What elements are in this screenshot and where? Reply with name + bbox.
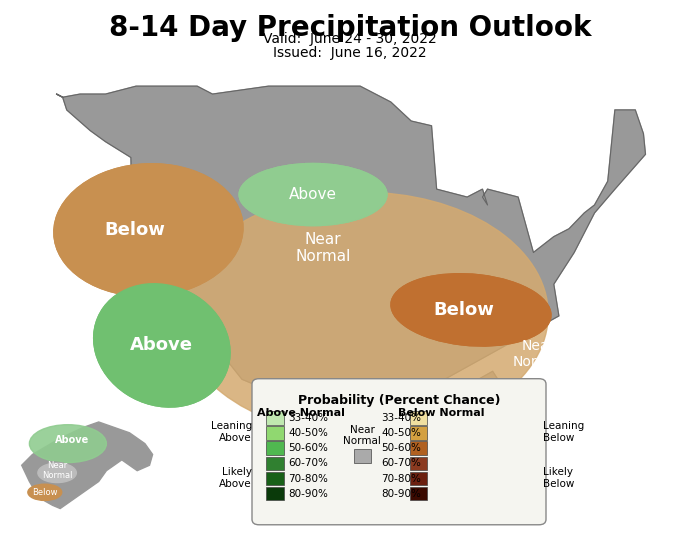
Text: Valid:  June 24 - 30, 2022: Valid: June 24 - 30, 2022 [263, 32, 437, 47]
Polygon shape [57, 86, 645, 474]
Ellipse shape [391, 274, 551, 346]
Text: Issued:  June 16, 2022: Issued: June 16, 2022 [273, 46, 427, 60]
Text: Near
Normal: Near Normal [42, 461, 72, 480]
Text: 40-50%: 40-50% [382, 428, 421, 438]
Text: Likely
Below: Likely Below [542, 467, 574, 489]
Text: 80-90%: 80-90% [288, 489, 328, 499]
Ellipse shape [94, 283, 230, 407]
Text: Near
Normal: Near Normal [343, 425, 382, 446]
Ellipse shape [239, 163, 387, 226]
Text: 60-70%: 60-70% [382, 458, 421, 469]
Text: 70-80%: 70-80% [382, 473, 421, 484]
Text: 60-70%: 60-70% [288, 458, 328, 469]
Ellipse shape [38, 463, 76, 483]
Text: 33-40%: 33-40% [288, 413, 328, 423]
Polygon shape [22, 422, 153, 509]
Text: Below Normal: Below Normal [398, 408, 484, 418]
Ellipse shape [54, 164, 243, 296]
Text: 70-80%: 70-80% [288, 473, 328, 484]
Text: Below: Below [104, 221, 165, 239]
Text: Probability (Percent Chance): Probability (Percent Chance) [298, 394, 500, 407]
Text: Leaning
Below: Leaning Below [542, 421, 584, 443]
Text: 50-60%: 50-60% [288, 443, 328, 453]
Text: 33-40%: 33-40% [382, 413, 421, 423]
Text: 80-90%: 80-90% [382, 489, 421, 499]
Ellipse shape [239, 163, 387, 226]
Text: Near
Normal: Near Normal [513, 339, 564, 370]
Text: Above: Above [130, 337, 193, 354]
Text: Likely
Above: Likely Above [219, 467, 252, 489]
Text: 8-14 Day Precipitation Outlook: 8-14 Day Precipitation Outlook [108, 14, 592, 42]
Text: Near
Normal: Near Normal [295, 232, 351, 264]
Ellipse shape [178, 192, 548, 437]
Ellipse shape [54, 164, 243, 296]
Ellipse shape [28, 484, 62, 500]
Ellipse shape [94, 283, 230, 407]
Ellipse shape [391, 274, 551, 346]
Text: 50-60%: 50-60% [382, 443, 421, 453]
Text: Leaning
Above: Leaning Above [211, 421, 252, 443]
Text: Above: Above [55, 436, 90, 445]
Ellipse shape [29, 425, 106, 463]
Text: 40-50%: 40-50% [288, 428, 328, 438]
Text: Above: Above [289, 187, 337, 202]
Text: Below: Below [32, 488, 57, 497]
Ellipse shape [29, 462, 76, 484]
Text: Above Normal: Above Normal [257, 408, 345, 418]
Text: Below: Below [434, 301, 495, 319]
